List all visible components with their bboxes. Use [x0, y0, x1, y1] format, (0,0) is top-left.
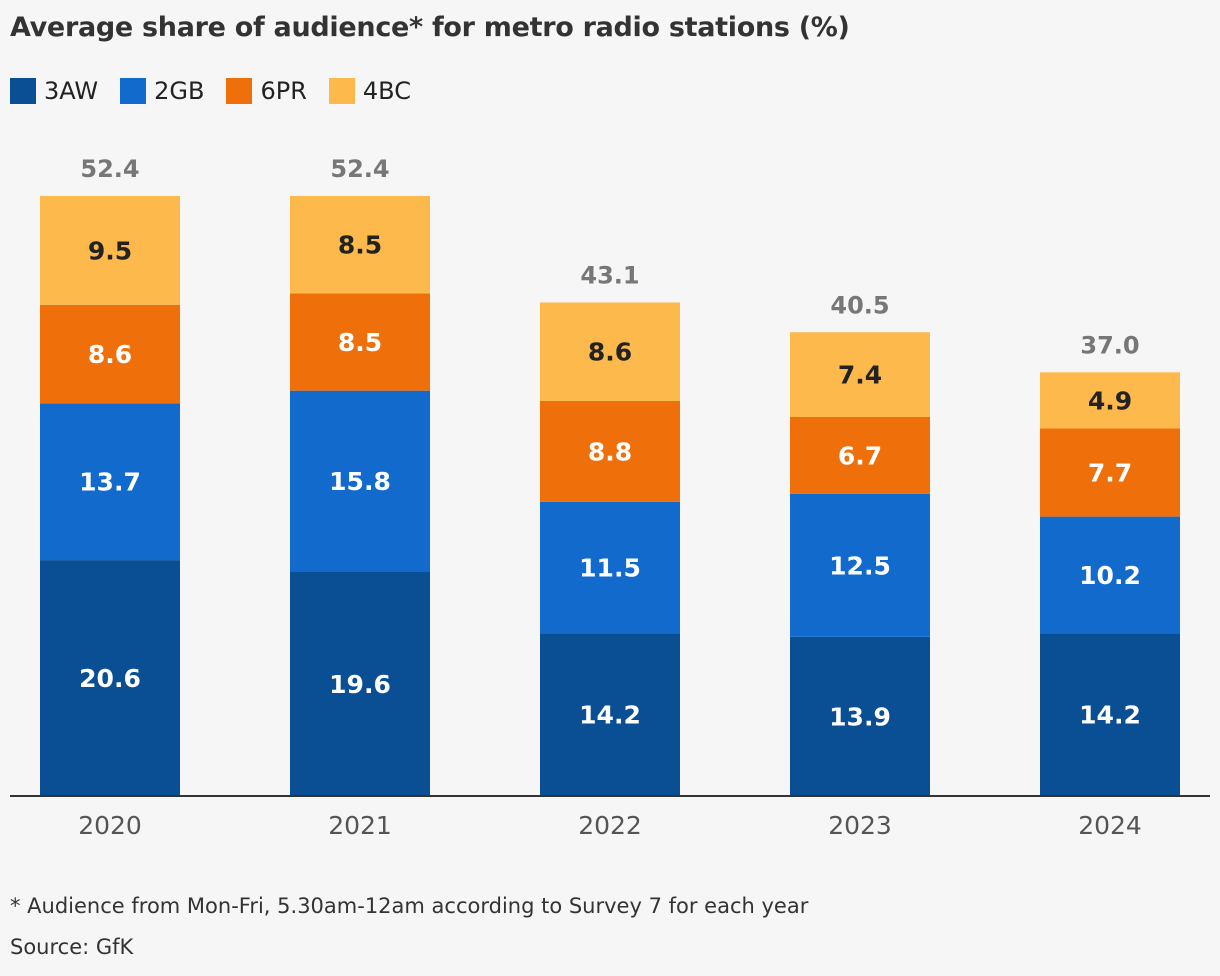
data-label-4bc-2024: 4.9 — [1088, 386, 1132, 415]
bar-segment-2gb-2023 — [790, 493, 930, 637]
bar-segment-6pr-2020 — [40, 304, 180, 404]
bar-segment-3aw-2023 — [790, 636, 930, 796]
source-note: Source: GfK — [10, 935, 134, 959]
data-label-2gb-2020: 13.7 — [79, 468, 141, 497]
data-label-6pr-2021: 8.5 — [338, 328, 382, 357]
total-label-2022: 43.1 — [580, 261, 639, 289]
legend-swatch-6pr — [226, 78, 253, 104]
legend-label-6pr: 6PR — [260, 77, 307, 105]
legend-item-2gb: 2GB — [120, 77, 204, 105]
legend-label-4bc: 4BC — [362, 77, 411, 105]
legend-swatch-2gb — [120, 78, 147, 104]
data-label-2gb-2024: 10.2 — [1079, 561, 1141, 590]
bar-segment-6pr-2023 — [790, 416, 930, 494]
bar-segment-2gb-2024 — [1040, 516, 1180, 634]
total-label-2021: 52.4 — [330, 155, 389, 183]
bar-segment-4bc-2023 — [790, 332, 930, 417]
data-label-6pr-2022: 8.8 — [588, 437, 632, 466]
x-tick-label-2023: 2023 — [828, 811, 892, 840]
x-tick-label-2020: 2020 — [78, 811, 142, 840]
data-label-2gb-2023: 12.5 — [829, 551, 891, 580]
bar-segment-4bc-2022 — [540, 302, 680, 401]
data-label-4bc-2023: 7.4 — [838, 361, 882, 390]
total-label-2023: 40.5 — [830, 291, 889, 319]
bar-segment-4bc-2021 — [290, 196, 430, 294]
legend-item-3aw: 3AW — [10, 77, 98, 105]
legend-item-4bc: 4BC — [328, 77, 411, 105]
data-label-6pr-2020: 8.6 — [88, 340, 132, 369]
data-label-2gb-2021: 15.8 — [329, 467, 391, 496]
data-label-6pr-2024: 7.7 — [1088, 459, 1132, 488]
data-label-6pr-2023: 6.7 — [838, 441, 882, 470]
stacked-bar-chart: 20.6 13.7 8.6 9.5 52.4 2020 19.6 15.8 8.5 8.5 52.4… — [10, 155, 1210, 840]
legend: 3AW 2GB 6PR 4BC — [10, 77, 433, 105]
bar-segment-3aw-2020 — [40, 560, 180, 796]
footnote: * Audience from Mon-Fri, 5.30am-12am acc… — [10, 894, 809, 918]
bar-segment-6pr-2021 — [290, 293, 430, 391]
data-label-4bc-2020: 9.5 — [88, 236, 132, 265]
data-label-3aw-2022: 14.2 — [579, 701, 641, 730]
x-tick-label-2022: 2022 — [578, 811, 642, 840]
bar-segment-3aw-2021 — [290, 571, 430, 796]
data-label-3aw-2023: 13.9 — [829, 702, 891, 731]
x-tick-label-2021: 2021 — [328, 811, 392, 840]
bar-segment-2gb-2021 — [290, 390, 430, 572]
bar-segment-6pr-2024 — [1040, 428, 1180, 517]
total-label-2024: 37.0 — [1080, 331, 1139, 359]
legend-item-6pr: 6PR — [226, 77, 307, 105]
bar-segment-2gb-2020 — [40, 403, 180, 561]
data-label-2gb-2022: 11.5 — [579, 554, 641, 583]
bar-segment-6pr-2022 — [540, 400, 680, 502]
legend-label-3aw: 3AW — [44, 77, 99, 105]
bar-segment-3aw-2022 — [540, 633, 680, 796]
bar-segment-4bc-2020 — [40, 196, 180, 305]
legend-label-2gb: 2GB — [154, 77, 205, 105]
data-label-3aw-2024: 14.2 — [1079, 701, 1141, 730]
data-label-3aw-2020: 20.6 — [79, 664, 141, 693]
data-label-4bc-2022: 8.6 — [588, 338, 632, 367]
legend-swatch-3aw — [10, 78, 36, 104]
x-tick-label-2024: 2024 — [1078, 811, 1142, 840]
bar-segment-4bc-2024 — [1040, 372, 1180, 429]
data-label-4bc-2021: 8.5 — [338, 231, 382, 260]
data-label-3aw-2021: 19.6 — [329, 670, 391, 699]
bar-segment-2gb-2022 — [540, 501, 680, 634]
legend-swatch-4bc — [328, 78, 355, 104]
chart-title: Average share of audience* for metro rad… — [10, 12, 850, 43]
bar-segment-3aw-2024 — [1040, 633, 1180, 796]
total-label-2020: 52.4 — [80, 155, 139, 183]
